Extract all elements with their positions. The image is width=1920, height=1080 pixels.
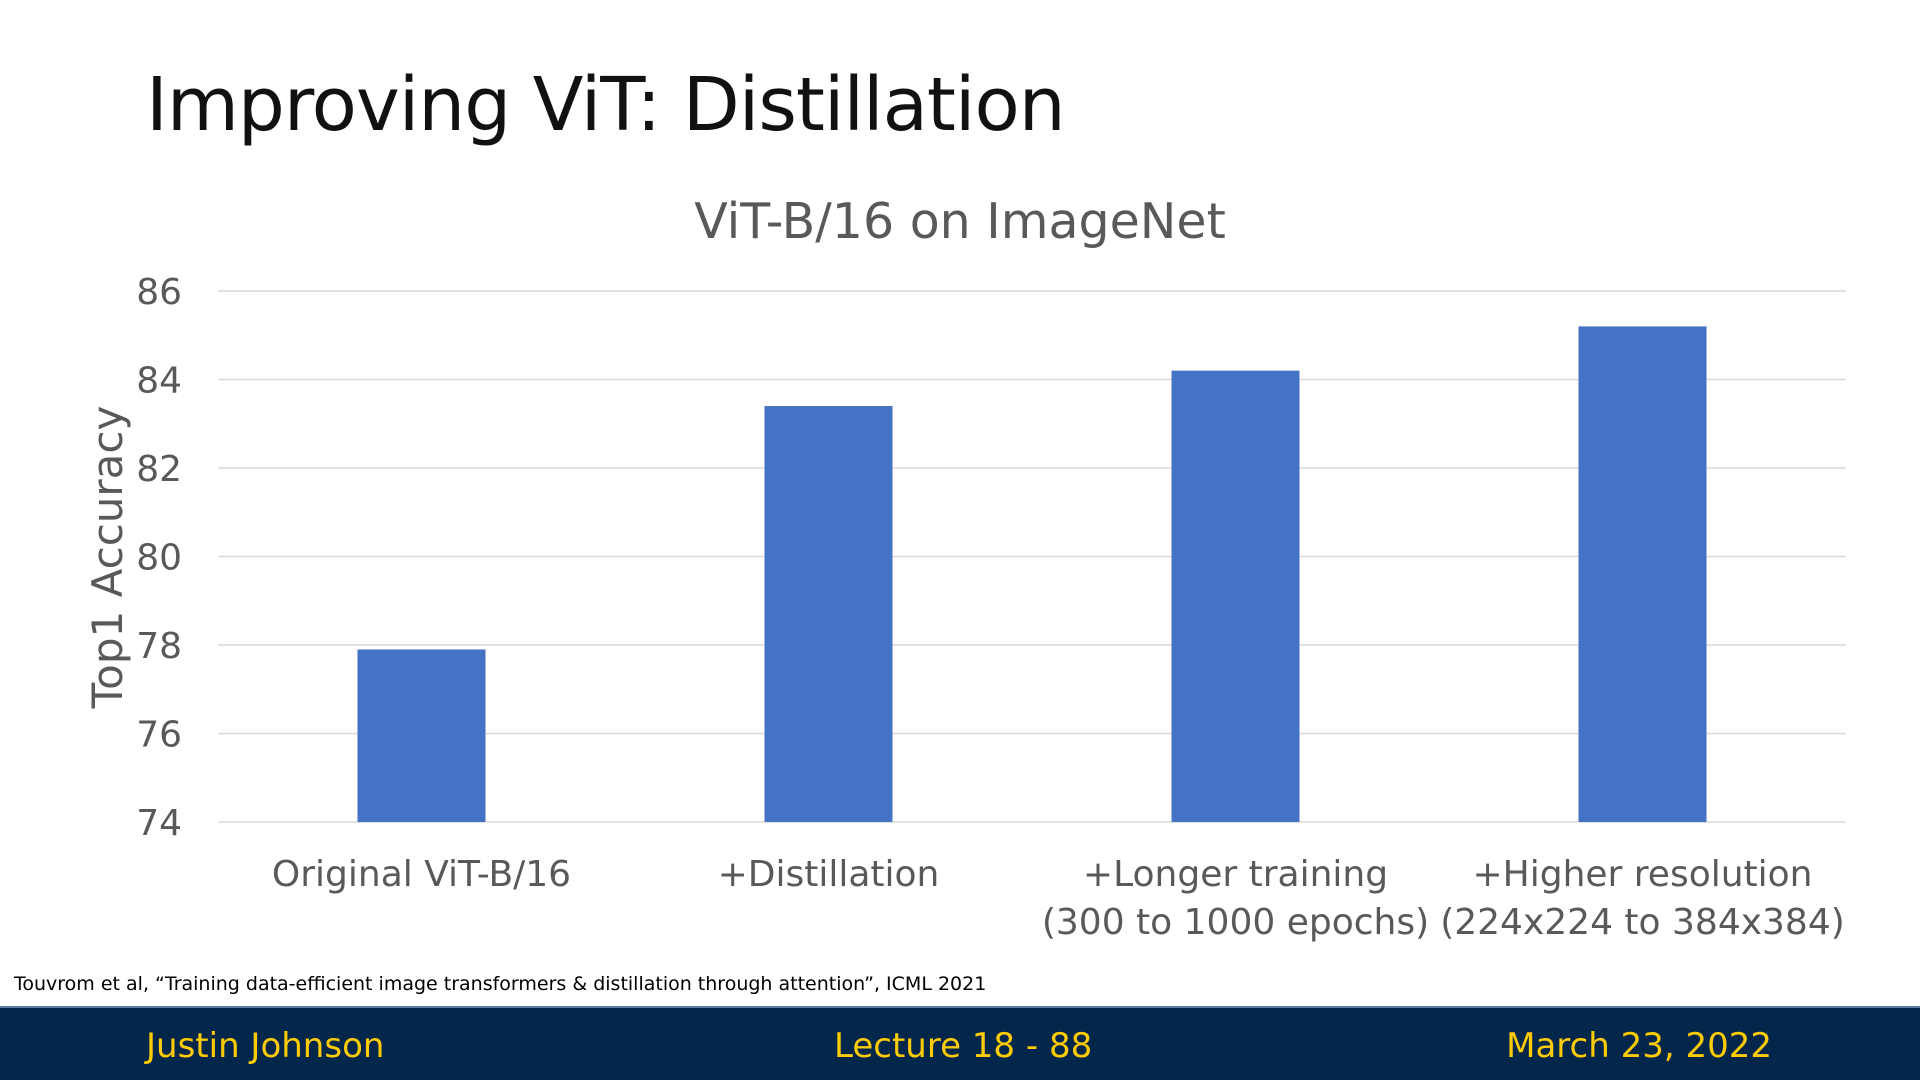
x-tick-label: +Distillation [718, 854, 940, 895]
x-tick-label: (224x224 to 384x384) [1440, 902, 1845, 943]
chart-title: ViT-B/16 on ImageNet [694, 193, 1226, 250]
footer-bar: Justin Johnson Lecture 18 - 88 March 23,… [0, 1006, 1920, 1080]
y-tick-label: 78 [136, 626, 182, 667]
y-axis-label: Top1 Accuracy [83, 406, 132, 710]
bar [357, 649, 486, 822]
y-tick-label: 82 [136, 449, 182, 490]
x-tick-label: +Longer training [1083, 854, 1388, 895]
footer-lecture: Lecture 18 - 88 [834, 1026, 1093, 1066]
y-tick-label: 74 [136, 803, 182, 844]
bar [1578, 326, 1707, 822]
bar [1171, 370, 1300, 822]
y-tick-label: 84 [136, 361, 182, 402]
footer-author: Justin Johnson [146, 1026, 385, 1066]
slide-title: Improving ViT: Distillation [146, 62, 1066, 148]
footer-date: March 23, 2022 [1506, 1026, 1772, 1066]
citation: Touvrom et al, “Training data-efficient … [14, 973, 987, 995]
x-tick-label: +Higher resolution [1472, 854, 1812, 895]
x-tick-label: Original ViT-B/16 [272, 854, 571, 895]
bar [764, 406, 893, 822]
y-tick-label: 86 [136, 272, 182, 313]
bar-chart: ViT-B/16 on ImageNet 74 76 78 80 82 84 86 Orig… [83, 193, 1846, 943]
x-tick-label: (300 to 1000 epochs) [1042, 902, 1429, 943]
y-tick-label: 80 [136, 538, 182, 579]
y-tick-label: 76 [136, 715, 182, 756]
